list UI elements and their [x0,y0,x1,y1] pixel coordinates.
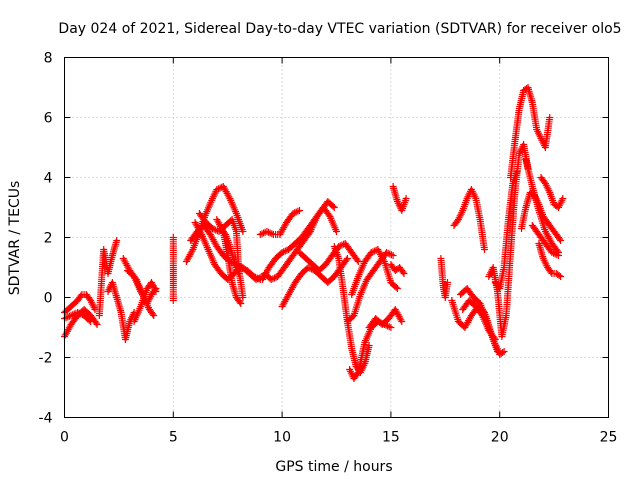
series-s24 [348,246,401,298]
plus-markers [450,186,488,253]
series-s4 [95,237,121,319]
series-s8 [130,279,160,325]
series-s38 [528,222,562,259]
plus-markers [104,279,138,343]
y-tick-label: 6 [44,111,53,127]
x-tick-label: 10 [273,430,291,446]
plot-frame [64,57,609,418]
y-tick-label: 0 [44,291,53,307]
series-s9 [169,234,177,304]
plus-markers [169,234,177,304]
plus-markers [387,261,408,277]
series-s28 [437,255,451,301]
series-s20 [296,240,362,274]
y-tick-label: 4 [44,171,53,187]
series-s18 [261,204,340,283]
plus-markers [535,240,565,280]
plus-markers [507,84,554,181]
plus-markers [130,279,160,325]
x-tick-label: 15 [382,430,400,446]
plus-markers [261,204,340,283]
x-tick-label: 0 [60,430,69,446]
y-tick-label: -4 [39,411,53,427]
plus-markers [537,174,567,211]
x-tick-label: 5 [169,430,178,446]
series-s15 [217,225,243,277]
tick-labels: 0 5 10 15 20 25 -4 -2 0 2 4 6 8 [39,51,618,446]
plus-markers [528,222,562,259]
plus-markers [296,240,362,274]
x-tick-label: 25 [600,430,618,446]
series-s29 [450,186,488,253]
data-points [61,84,567,382]
plus-markers [217,225,243,277]
y-tick-label: 2 [44,231,53,247]
series-s39 [535,240,565,280]
y-tick-label: -2 [39,351,53,367]
series-s32 [459,297,499,343]
series-s37 [522,156,562,256]
plus-markers [522,156,562,256]
series-s16 [256,207,303,238]
series-s26 [389,183,410,214]
plus-markers [95,237,121,319]
plus-markers [348,246,401,298]
x-axis-label: GPS time / hours [275,459,392,475]
series-s25 [365,306,406,331]
y-axis-label: SDTVAR / TECUs [7,181,23,296]
plus-markers [343,249,397,325]
series-s23 [343,249,397,325]
plus-markers [437,255,451,301]
plus-markers [365,306,406,331]
series-s40 [537,174,567,211]
series-s5 [104,279,138,343]
grid-lines [64,57,609,418]
chart-title: Day 024 of 2021, Sidereal Day-to-day VTE… [58,21,621,37]
x-tick-label: 20 [491,430,509,446]
plus-markers [459,297,499,343]
plus-markers [491,168,521,292]
plus-markers [256,207,303,238]
series-s34 [491,168,521,292]
y-tick-label: 8 [44,51,53,67]
series-s27 [387,261,408,277]
series-s35 [507,84,554,181]
plus-markers [389,183,410,214]
